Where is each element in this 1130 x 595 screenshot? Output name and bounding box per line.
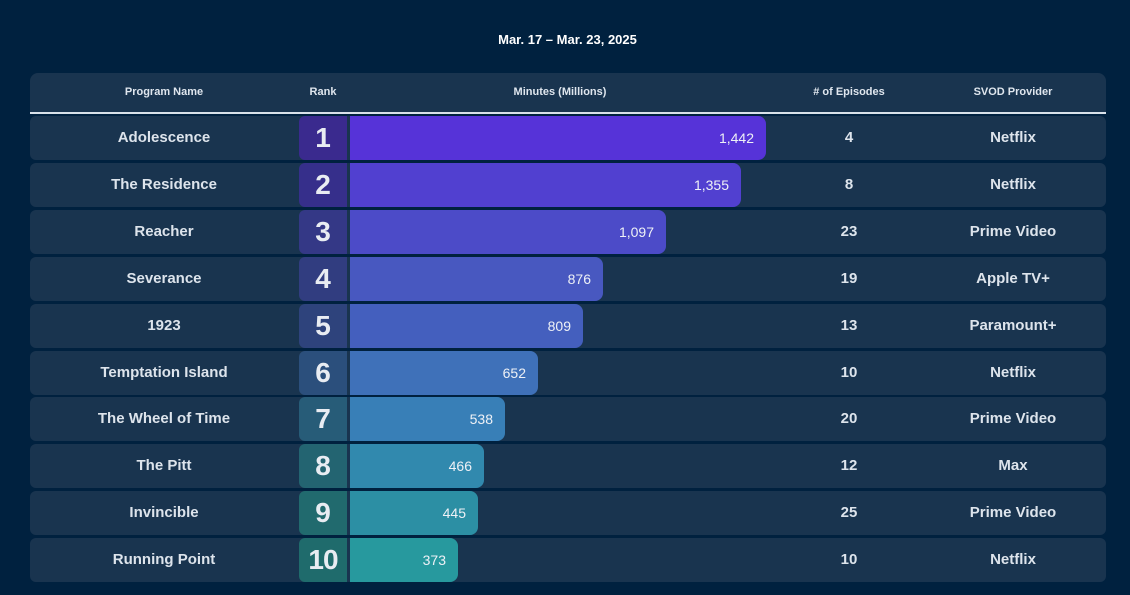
minutes-value-label: 1,097 [618,223,654,240]
table-row: Running Point 10 373 10 Netflix [30,538,1106,583]
rank-badge: 10 [299,538,347,583]
episode-count: 25 [840,504,858,522]
table-row: Severance 4 876 19 Apple TV+ [30,256,1106,301]
minutes-bar [350,444,484,489]
minutes-value-label: 538 [469,411,493,428]
svod-provider: Max [998,457,1028,475]
rank-badge: 7 [299,397,347,442]
minutes-bar [350,303,583,348]
program-name: The Pitt [136,457,192,475]
episode-count: 10 [840,363,858,381]
date-range-title: Mar. 17 – Mar. 23, 2025 [498,32,637,47]
program-name: Severance [126,269,202,287]
ranking-table: Program Name Rank Minutes (Millions) # o… [30,73,1106,583]
table-row: Invincible 9 445 25 Prime Video [30,491,1106,536]
minutes-bar [350,397,505,442]
header-minutes: Minutes (Millions) [513,86,607,98]
table-row: The Residence 2 1,355 8 Netflix [30,162,1106,207]
minutes-value-label: 373 [422,552,446,569]
minutes-bar [350,116,766,160]
minutes-bar [350,162,741,207]
rank-badge: 4 [299,256,347,301]
table-row: 1923 5 809 13 Paramount+ [30,303,1106,348]
header-rank: Rank [309,86,337,98]
minutes-value-label: 445 [442,505,466,522]
program-name: Invincible [129,504,199,522]
table-row: The Wheel of Time 7 538 20 Prime Video [30,397,1106,442]
episode-count: 4 [844,129,854,146]
episode-count: 12 [840,457,858,475]
program-name: Reacher [134,222,194,240]
table-row: Adolescence 1 1,442 4 Netflix [30,116,1106,160]
program-name: Temptation Island [100,363,228,381]
table-row: Reacher 3 1,097 23 Prime Video [30,209,1106,254]
svod-provider: Prime Video [969,222,1057,240]
minutes-value-label: 652 [502,364,526,381]
minutes-value-label: 876 [567,270,591,287]
svod-provider: Netflix [990,129,1036,146]
episode-count: 19 [840,269,858,287]
svod-provider: Netflix [990,175,1036,193]
program-name: Running Point [112,551,216,569]
program-name: The Residence [111,175,217,193]
table-row: The Pitt 8 466 12 Max [30,444,1106,489]
svod-provider: Prime Video [969,504,1057,522]
svod-provider: Netflix [990,363,1036,381]
rank-badge: 2 [299,162,347,207]
episode-count: 20 [840,410,858,428]
svod-provider: Paramount+ [969,316,1057,334]
minutes-value-label: 809 [547,317,571,334]
minutes-bar [350,209,666,254]
table-header-row: Program Name Rank Minutes (Millions) # o… [30,73,1106,114]
episode-count: 13 [840,316,858,334]
minutes-bar [350,350,538,395]
svod-provider: Netflix [990,551,1036,569]
header-program-name: Program Name [124,86,204,98]
minutes-bar [350,491,478,536]
rank-badge: 8 [299,444,347,489]
minutes-bar [350,538,458,583]
episode-count: 8 [844,175,854,193]
rank-badge: 3 [299,209,347,254]
rank-badge: 9 [299,491,347,536]
minutes-bar [350,256,603,301]
minutes-value-label: 1,442 [718,130,754,146]
header-episodes: # of Episodes [813,86,885,98]
minutes-value-label: 1,355 [693,176,729,193]
episode-count: 10 [840,551,858,569]
rank-badge: 5 [299,303,347,348]
program-name: 1923 [147,316,181,334]
rank-badge: 6 [299,350,347,395]
svod-provider: Apple TV+ [976,269,1050,287]
table-row: Temptation Island 6 652 10 Netflix [30,350,1106,395]
svod-provider: Prime Video [969,410,1057,428]
rank-badge: 1 [299,116,347,160]
program-name: The Wheel of Time [97,410,231,428]
program-name: Adolescence [117,129,211,146]
episode-count: 23 [840,222,858,240]
minutes-value-label: 466 [448,458,472,475]
header-provider: SVOD Provider [973,86,1053,98]
